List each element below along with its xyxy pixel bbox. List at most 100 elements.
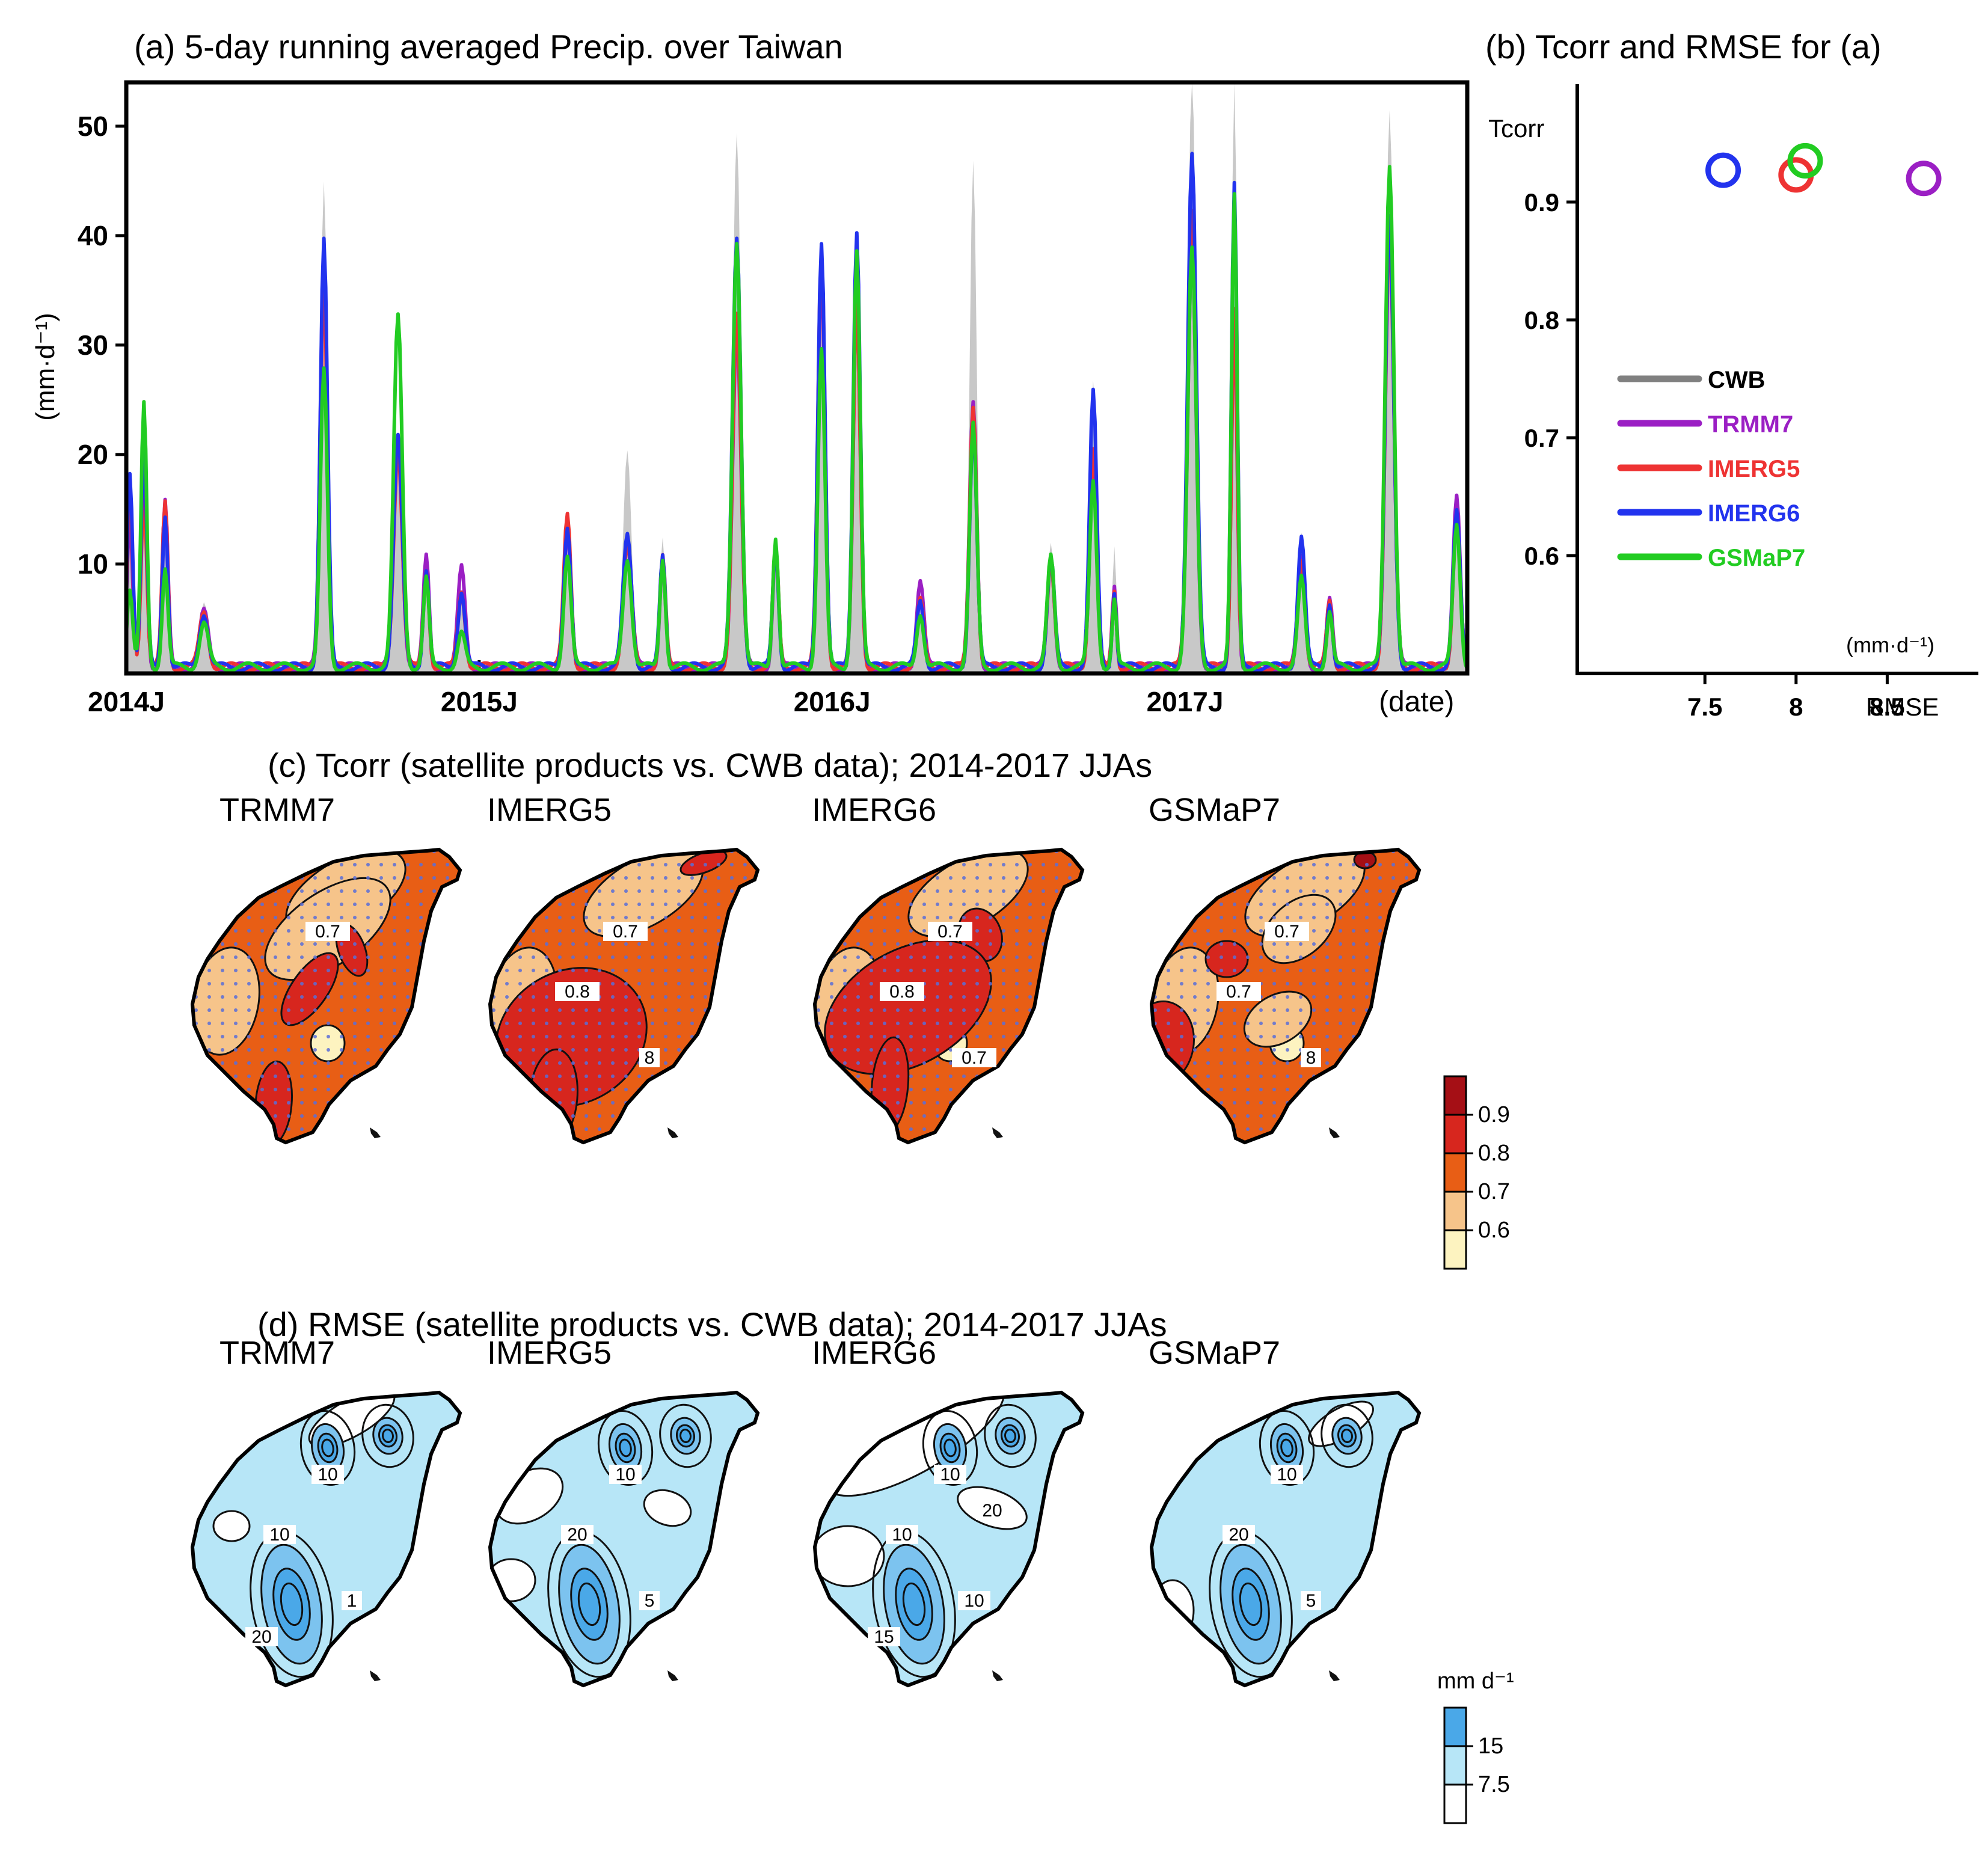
contour-label: 10 <box>964 1591 984 1611</box>
panel-d-title: (d) RMSE (satellite products vs. CWB dat… <box>257 1305 1167 1343</box>
contour-region <box>490 1558 536 1602</box>
b-y-tick-label: 0.9 <box>1524 188 1559 216</box>
panel-b-unit: (mm·d⁻¹) <box>1846 633 1934 657</box>
point-trmm7 <box>1906 161 1942 197</box>
contour-region <box>902 1582 926 1626</box>
contour-region <box>577 1582 601 1626</box>
contour-label-bg <box>555 982 600 1001</box>
contour-label-bg <box>1271 1465 1303 1484</box>
island-marker <box>667 1670 678 1681</box>
contour-region <box>378 1424 398 1448</box>
colorbar-label: 0.6 <box>1478 1218 1510 1243</box>
contour-label-bg <box>880 982 924 1001</box>
contour-region <box>1337 1424 1357 1448</box>
contour-label-bg <box>934 1465 966 1484</box>
contour-region <box>361 1403 414 1468</box>
b-y-tick-label: 0.7 <box>1524 424 1559 452</box>
contour-region <box>1004 1429 1016 1443</box>
contour-region <box>382 1429 394 1443</box>
b-y-tick-label: 0.6 <box>1524 542 1559 570</box>
panel-c-title: (c) Tcorr (satellite products vs. CWB da… <box>268 746 1152 784</box>
contour-region <box>272 1568 311 1641</box>
contour-label: 15 <box>874 1627 894 1647</box>
contour-label-bg <box>263 1525 296 1544</box>
contour-label-bg <box>311 1465 344 1484</box>
contour-label: 20 <box>251 1627 271 1647</box>
contour-label: 0.7 <box>1226 982 1251 1002</box>
contour-label-bg <box>603 922 648 941</box>
contour-label-bg <box>1301 1048 1321 1067</box>
map-title-trmm7: TRMM7 <box>219 1335 335 1371</box>
contour-label: 0.7 <box>1274 922 1299 942</box>
contour-region <box>1232 1568 1270 1641</box>
contour-region <box>895 1568 933 1641</box>
colorbar-label: 15 <box>1478 1734 1503 1759</box>
legend-label-gsmap7: GSMaP7 <box>1708 545 1805 571</box>
panel-b-title: (b) Tcorr and RMSE for (a) <box>1485 28 1882 66</box>
contour-label: 20 <box>982 1501 1002 1521</box>
panel-a-x-label: (date) <box>1379 686 1454 718</box>
contour-label-bg <box>886 1525 918 1544</box>
colorbar-swatch <box>1443 1229 1467 1270</box>
contour-label: 20 <box>1229 1525 1248 1545</box>
contour-region <box>280 1582 304 1626</box>
contour-label: 0.8 <box>565 982 590 1002</box>
a-y-tick-label: 40 <box>78 220 108 251</box>
significance-dots <box>192 850 460 1142</box>
panel-d-maps: 1010120TRMM710205IMERG51010101520IMERG61… <box>192 1335 1419 1685</box>
contour-label: 10 <box>940 1465 960 1485</box>
rmse-map-trmm7: 10 10 1 20 TRMM7 <box>192 1335 460 1685</box>
contour-label: 0.7 <box>315 922 340 942</box>
contour-label: 5 <box>1306 1591 1316 1611</box>
contour-region <box>643 1489 692 1527</box>
rmse-map-imerg5: 10 20 5 IMERG5 <box>487 1335 758 1685</box>
contour-region <box>815 1525 885 1587</box>
contour-region <box>1280 1438 1293 1458</box>
colorbar-swatch <box>1443 1075 1467 1116</box>
map-title-trmm7: TRMM7 <box>219 792 335 828</box>
tcorr-map-gsmap7: 0.7 0.7 8 GSMaP7 <box>1149 792 1419 1142</box>
a-y-tick-label: 20 <box>78 439 108 470</box>
contour-label: 20 <box>567 1525 587 1545</box>
contour-region <box>659 1403 712 1468</box>
colorbar-swatch <box>1443 1706 1467 1747</box>
contour-label-bg <box>976 1501 1008 1520</box>
rmse-map-imerg6: 10 10 10 15 20 IMERG6 <box>812 1335 1082 1685</box>
contour-label-bg <box>958 1591 990 1610</box>
island-marker <box>370 1127 381 1138</box>
point-imerg6 <box>1705 152 1741 188</box>
contour-label-bg <box>342 1591 362 1610</box>
panel-a: (a) 5-day running averaged Precip. over … <box>31 28 1470 718</box>
map-title-imerg5: IMERG5 <box>487 1335 612 1371</box>
contour-region <box>1321 1403 1373 1468</box>
island-marker <box>992 1670 1003 1681</box>
b-x-tick-label: 7.5 <box>1687 693 1722 721</box>
contour-label-bg <box>928 922 972 941</box>
contour-region <box>680 1429 692 1443</box>
contour-region <box>615 1432 636 1464</box>
contour-label-bg <box>1301 1591 1321 1610</box>
colorbar-swatch <box>1443 1152 1467 1193</box>
contour-region <box>943 1438 957 1458</box>
b-x-tick-label: 8.5 <box>1870 693 1904 721</box>
panel-c-colorbar: 0.9 0.8 0.7 0.6 <box>1443 1075 1510 1270</box>
b-y-tick-label: 0.8 <box>1524 306 1559 334</box>
panel-b: (b) Tcorr and RMSE for (a) Tcorr RMSE (m… <box>1485 28 1978 721</box>
contour-label: 0.8 <box>889 982 915 1002</box>
legend-label-imerg5: IMERG5 <box>1708 456 1800 482</box>
contour-label-bg <box>1223 1525 1255 1544</box>
contour-label-bg <box>639 1591 660 1610</box>
island-marker <box>1329 1670 1340 1681</box>
contour-label-bg <box>868 1627 900 1646</box>
contour-label-bg <box>1216 982 1261 1001</box>
rmse-map-gsmap7: 10 20 5 GSMaP7 <box>1149 1335 1419 1685</box>
contour-label-bg <box>952 1048 996 1067</box>
a-x-tick-label: 2017J <box>1147 686 1224 717</box>
significance-dots <box>490 850 758 1142</box>
panel-d-colorbar: mm d⁻¹ 15 7.5 <box>1437 1669 1514 1824</box>
a-x-tick-label: 2016J <box>794 686 871 717</box>
contour-label-bg <box>305 922 350 941</box>
contour-region <box>1341 1429 1353 1443</box>
contour-label: 10 <box>615 1465 635 1485</box>
